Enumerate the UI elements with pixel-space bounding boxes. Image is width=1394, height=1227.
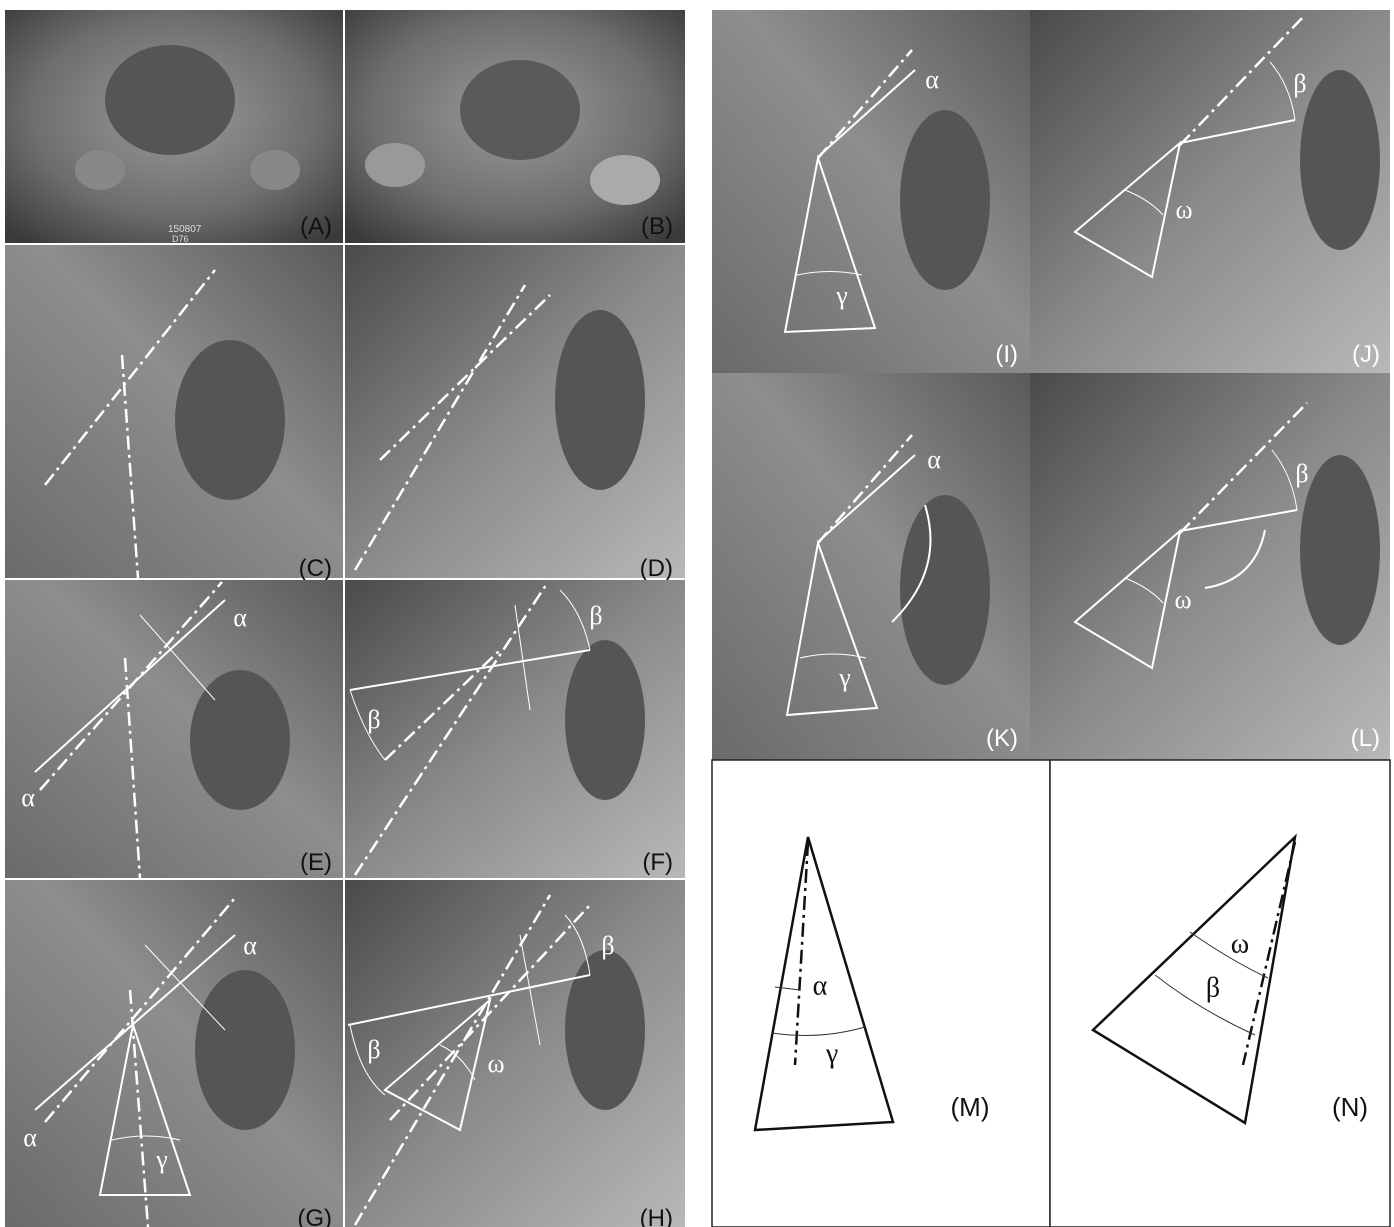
panel-label: (K) [986,725,1018,752]
angle-label: β [367,705,380,734]
panel-label: (H) [640,1205,673,1227]
angle-label: ω [1175,195,1192,224]
angle-label: α [925,65,939,94]
panel-label: (D) [640,555,673,582]
panel-label: (G) [297,1205,332,1227]
angle-label: β [601,931,614,960]
panel-b: (B) [345,10,685,243]
film-code: D76 [172,234,189,244]
panel-j: β ω (J) [1030,10,1390,373]
angle-label: α [233,603,247,632]
angle-label: β [1295,459,1308,488]
panel-label: (N) [1332,1092,1368,1122]
panel-n: ω β (N) [1050,760,1390,1227]
panel-label: (J) [1352,341,1380,368]
panel-c: (C) [5,245,343,582]
panel-g: α α γ (G) [5,880,343,1227]
panel-label: (C) [299,555,332,582]
angle-label: β [1293,69,1306,98]
panel-label: (F) [642,849,673,876]
angle-label: ω [1174,585,1191,614]
panel-label: (M) [951,1092,990,1122]
angle-label: α [927,445,941,474]
panel-i: α γ (I) [712,10,1030,373]
panel-label: (I) [995,341,1018,368]
angle-label: γ [835,281,848,310]
page: {"panels": [ {"label": "(A)", "film_id":… [0,0,1394,1227]
panel-label: (L) [1351,725,1380,752]
panel-e: α α (E) [5,580,343,878]
angle-label: ω [1231,928,1249,959]
panel-a: 150807 D76 (A) [5,10,343,244]
angle-label: α [813,970,828,1001]
angle-label: γ [838,663,851,692]
panel-label: (E) [300,849,332,876]
panel-h: β β ω (H) [345,880,685,1227]
panel-l: β ω (L) [1030,373,1390,760]
angle-label: α [23,1123,37,1152]
panel-d: (D) [345,245,685,582]
panel-m: α γ (M) [712,760,1050,1227]
panel-label: (B) [641,213,673,240]
figure: 150807 D76 (A) (B) (C) (D) α α (E) β β (… [0,0,1394,1227]
angle-label: γ [825,1038,838,1069]
angle-label: β [1206,972,1220,1003]
angle-label: γ [155,1145,168,1174]
panel-f: β β (F) [345,580,685,878]
angle-label: β [367,1035,380,1064]
angle-label: α [243,931,257,960]
panel-label: (A) [300,213,332,240]
angle-label: β [589,601,602,630]
panel-k: α γ (K) [712,373,1030,760]
angle-label: α [21,783,35,812]
angle-label: ω [487,1049,504,1078]
